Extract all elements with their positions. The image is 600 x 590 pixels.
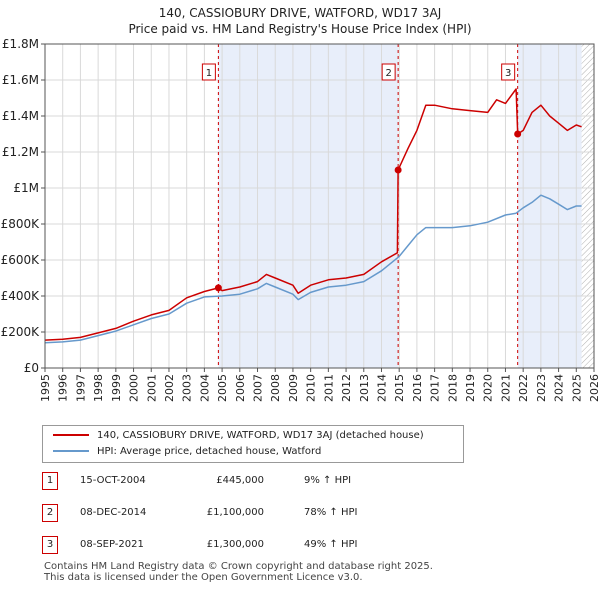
sale-date: 15-OCT-2004 [80,475,146,486]
x-tick-label: 2017 [429,374,442,402]
x-tick-label: 2008 [269,374,282,402]
legend-label-price: 140, CASSIOBURY DRIVE, WATFORD, WD17 3AJ… [97,430,424,441]
sale-label-number: 2 [385,68,391,79]
x-tick-label: 2005 [216,374,229,402]
y-tick-label: £1.2M [2,145,39,159]
y-tick-label: £800K [1,217,41,231]
sale-row: 1 15-OCT-2004 £445,000 9% ↑ HPI [42,472,422,492]
y-tick-label: £400K [1,289,41,303]
x-tick-label: 2011 [322,374,335,402]
x-tick-label: 2004 [198,374,211,402]
sale-price: £1,300,000 [206,539,264,550]
sale-price: £445,000 [216,475,264,486]
sale-label-number: 3 [505,68,511,79]
legend-swatch-price [53,434,89,436]
sale-badge: 1 [42,472,58,490]
x-tick-label: 2020 [482,374,495,402]
x-tick-label: 1996 [57,374,70,402]
y-tick-label: £1.4M [2,109,39,123]
x-tick-label: 1998 [92,374,105,402]
sale-row: 3 08-SEP-2021 £1,300,000 49% ↑ HPI [42,536,422,556]
y-tick-label: £0 [24,361,39,375]
sale-label-box [501,63,516,81]
x-tick-label: 2006 [234,374,247,402]
sale-label-number: 1 [206,68,212,79]
ownership-span [218,44,399,368]
x-tick-label: 2003 [181,374,194,402]
plot-frame [44,43,595,369]
x-tick-label: 2009 [287,374,300,402]
footer-licence: This data is licensed under the Open Gov… [44,572,363,583]
legend: 140, CASSIOBURY DRIVE, WATFORD, WD17 3AJ… [42,425,464,463]
x-tick-label: 2007 [252,374,265,402]
x-tick-label: 2022 [517,374,530,402]
x-tick-label: 2025 [570,374,583,402]
legend-item-hpi: HPI: Average price, detached house, Watf… [53,445,321,459]
x-tick-label: 2010 [305,374,318,402]
ownership-span [517,44,582,368]
sale-hpi-change: 9% ↑ HPI [304,475,352,486]
y-tick-label: £1M [13,181,39,195]
sale-row: 2 08-DEC-2014 £1,100,000 78% ↑ HPI [42,504,422,524]
forecast-hatch [581,44,594,368]
x-tick-label: 2000 [128,374,141,402]
sale-date: 08-DEC-2014 [80,507,147,518]
sale-badge: 3 [42,536,58,554]
chart-title: 140, CASSIOBURY DRIVE, WATFORD, WD17 3AJ [158,6,442,20]
x-tick-label: 1999 [110,374,123,402]
x-tick-label: 2018 [446,374,459,402]
y-tick-label: £600K [1,253,41,267]
x-tick-label: 2012 [340,374,353,402]
x-tick-label: 2021 [499,374,512,402]
x-tick-label: 2023 [535,374,548,402]
x-tick-label: 2016 [411,374,424,402]
price-chart: 1 2 3 £0 £200K £400K £600K £800K £1M £1.2M £1.4M £1… [1,37,600,402]
sale-badge: 2 [42,504,58,522]
y-tick-label: £1.6M [2,73,39,87]
sale-point [514,130,522,138]
sale-hpi-change: 49% ↑ HPI [304,539,358,550]
x-tick-label: 2002 [163,374,176,402]
x-tick-label: 2013 [358,374,371,402]
legend-label-hpi: HPI: Average price, detached house, Watf… [97,446,322,457]
x-tick-label: 2024 [553,374,566,402]
y-tick-label: £1.8M [2,37,39,51]
sale-price: £1,100,000 [206,507,264,518]
x-tick-label: 2015 [393,374,406,402]
sale-date: 08-SEP-2021 [80,539,144,550]
hpi-series-line [44,194,582,344]
x-tick-label: 2014 [375,374,388,402]
sale-point [214,284,222,292]
x-tick-label: 2001 [145,374,158,402]
price-series-line [44,88,582,341]
legend-swatch-hpi [53,450,89,452]
y-tick-label: £200K [1,325,41,339]
sale-label-box [381,63,396,81]
sale-label-box [201,63,216,81]
chart-subtitle: Price paid vs. HM Land Registry's House … [128,22,472,36]
legend-item-price: 140, CASSIOBURY DRIVE, WATFORD, WD17 3AJ… [53,429,424,443]
x-tick-label: 1995 [39,374,52,402]
sale-hpi-change: 78% ↑ HPI [304,507,358,518]
footer-copyright: Contains HM Land Registry data © Crown c… [44,561,433,572]
x-tick-label: 2019 [464,374,477,402]
x-tick-label: 2026 [588,374,600,402]
sale-point [394,166,402,174]
x-tick-label: 1997 [74,374,87,402]
